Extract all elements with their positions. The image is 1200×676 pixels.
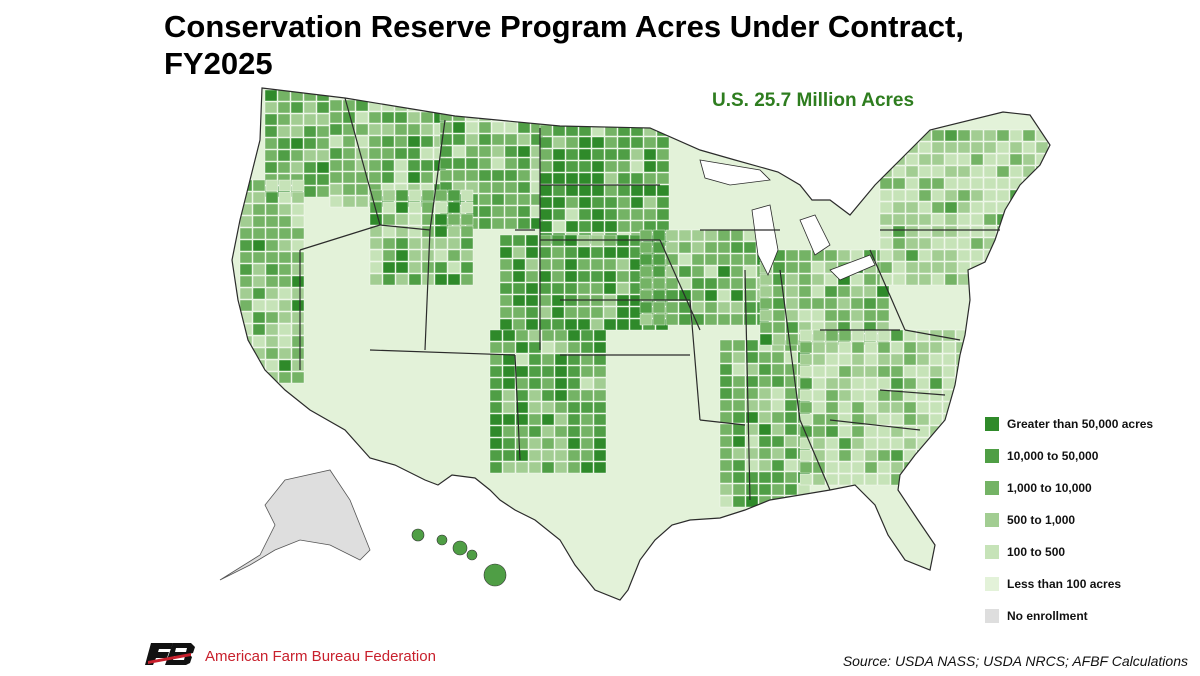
legend-item: 100 to 500 [985,536,1195,568]
legend-item: Greater than 50,000 acres [985,408,1195,440]
legend-swatch [985,609,999,623]
legend-item: No enrollment [985,600,1195,632]
legend-label: 10,000 to 50,000 [1007,449,1099,463]
legend-label: Less than 100 acres [1007,577,1122,591]
legend-label: Greater than 50,000 acres [1007,417,1154,431]
legend-swatch [985,545,999,559]
source-note: Source: USDA NASS; USDA NRCS; AFBF Calcu… [842,653,1188,669]
legend-label: 100 to 500 [1007,545,1066,559]
legend-swatch [985,449,999,463]
organization-name: American Farm Bureau Federation [205,648,436,665]
legend-label: 1,000 to 10,000 [1007,481,1092,495]
legend-swatch [985,417,999,431]
map-title-line2: FY2025 [164,46,273,81]
county-fill-layer [219,88,1050,600]
legend-item: 10,000 to 50,000 [985,440,1195,472]
state-borders [231,87,1051,601]
legend-item: 1,000 to 10,000 [985,472,1195,504]
farm-bureau-logo [145,643,195,665]
total-acres-label: U.S. 25.7 Million Acres [712,90,915,111]
legend-label: 500 to 1,000 [1007,513,1076,527]
map-legend: Greater than 50,000 acres 10,000 to 50,0… [985,408,1195,632]
legend-swatch [985,481,999,495]
legend-item: 500 to 1,000 [985,504,1195,536]
legend-swatch [985,577,999,591]
map-title: Conservation Reserve Program Acres Under… [164,8,1084,82]
legend-item: Less than 100 acres [985,568,1195,600]
legend-swatch [985,513,999,527]
legend-label: No enrollment [1007,609,1088,623]
map-title-line1: Conservation Reserve Program Acres Under… [164,9,964,44]
